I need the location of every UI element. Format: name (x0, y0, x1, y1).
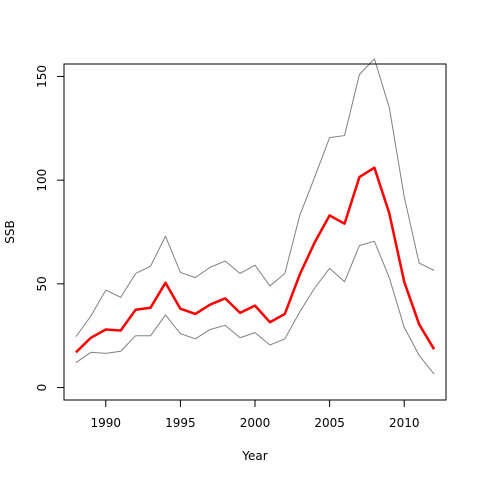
x-tick-label-1995: 1995 (165, 416, 196, 430)
x-tick-label-1990: 1990 (91, 416, 122, 430)
y-tick-label-0: 0 (35, 384, 49, 392)
plot-frame (63, 63, 447, 401)
series-line-estimate (75, 166, 436, 354)
series-layer (75, 58, 436, 375)
x-tick-label-2005: 2005 (314, 416, 345, 430)
y-axis-label: SSB (3, 220, 17, 243)
x-tick-label-2000: 2000 (240, 416, 271, 430)
y-tick-label-150: 150 (35, 65, 49, 88)
x-axis: 1990 1995 2000 2005 2010 (91, 400, 420, 430)
x-tick-label-2010: 2010 (389, 416, 420, 430)
x-axis-label: Year (241, 449, 267, 463)
y-tick-label-50: 50 (35, 276, 49, 291)
y-tick-label-100: 100 (35, 169, 49, 192)
series-line-upper (75, 58, 435, 338)
y-axis: 0 50 100 150 (35, 65, 64, 391)
series-line-lower (75, 240, 435, 375)
